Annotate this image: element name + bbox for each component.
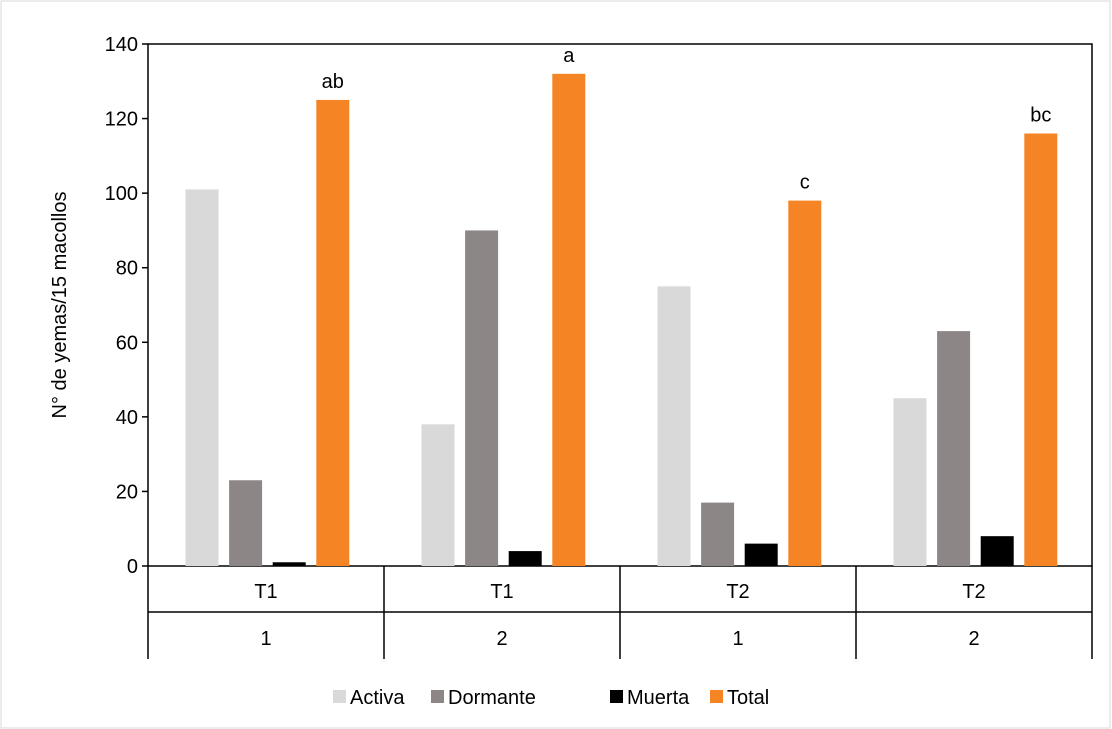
y-tick-label: 140 <box>105 34 138 56</box>
y-tick-label: 20 <box>116 481 138 503</box>
x-category-label-level2: 1 <box>260 628 271 650</box>
y-axis-label: N° de yemas/15 macollos <box>49 192 71 419</box>
bar-total-1 <box>316 99 350 566</box>
legend-swatch <box>431 690 444 703</box>
y-tick-label: 120 <box>105 109 138 131</box>
y-tick-label: 0 <box>127 556 138 578</box>
bar-activa-3 <box>657 286 691 566</box>
legend-label: Muerta <box>627 687 690 709</box>
x-category-label-level1: T2 <box>962 581 985 603</box>
y-tick-label: 40 <box>116 407 138 429</box>
x-category-label-level1: T2 <box>726 581 749 603</box>
y-tick-label: 80 <box>116 258 138 280</box>
bar-muerta-3 <box>744 543 778 566</box>
legend-item-muerta: Muerta <box>610 687 690 709</box>
bar-total-4 <box>1024 133 1058 566</box>
legend-label: Activa <box>350 687 405 709</box>
legend-item-total: Total <box>710 687 769 709</box>
bar-dormante-4 <box>937 331 971 566</box>
legend-label: Total <box>727 687 769 709</box>
legend-item-activa: Activa <box>333 687 405 709</box>
x-category-label-level2: 2 <box>968 628 979 650</box>
x-category-label-level2: 2 <box>496 628 507 650</box>
bar-activa-2 <box>421 424 455 566</box>
bar-muerta-1 <box>272 562 306 566</box>
bar-muerta-2 <box>508 551 542 566</box>
bar-total-3 <box>788 200 822 566</box>
x-category-label-level1: T1 <box>490 581 513 603</box>
legend-swatch <box>710 690 723 703</box>
data-label-4: bc <box>1030 104 1051 126</box>
legend-swatch <box>610 690 623 703</box>
data-label-1: ab <box>322 71 344 93</box>
data-label-2: a <box>563 45 575 67</box>
bar-activa-1 <box>185 189 219 566</box>
bar-dormante-2 <box>465 230 499 566</box>
legend-item-dormante: Dormante <box>431 687 536 709</box>
y-tick-label: 100 <box>105 183 138 205</box>
x-category-label-level2: 1 <box>732 628 743 650</box>
y-tick-label: 60 <box>116 332 138 354</box>
legend-label: Dormante <box>448 687 536 709</box>
data-label-3: c <box>800 172 810 194</box>
bar-total-2 <box>552 73 586 566</box>
x-category-label-level1: T1 <box>254 581 277 603</box>
legend-swatch <box>333 690 346 703</box>
bar-muerta-4 <box>980 536 1014 566</box>
bar-dormante-3 <box>701 502 735 566</box>
bar-dormante-1 <box>229 480 263 566</box>
bar-activa-4 <box>893 398 927 566</box>
